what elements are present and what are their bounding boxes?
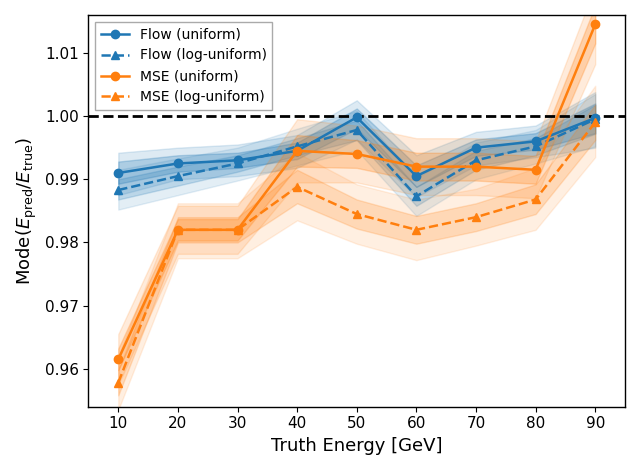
MSE (log-uniform) xyxy=(293,184,301,190)
Flow (uniform) xyxy=(532,139,540,144)
MSE (log-uniform) xyxy=(174,227,182,233)
MSE (log-uniform) xyxy=(591,119,599,125)
MSE (log-uniform) xyxy=(532,196,540,202)
MSE (log-uniform) xyxy=(413,227,420,233)
MSE (uniform) xyxy=(234,227,241,233)
Line: MSE (uniform): MSE (uniform) xyxy=(114,20,599,363)
Flow (log-uniform) xyxy=(174,173,182,179)
Flow (uniform) xyxy=(234,157,241,163)
Flow (uniform) xyxy=(353,115,360,120)
X-axis label: Truth Energy [GeV]: Truth Energy [GeV] xyxy=(271,437,442,455)
MSE (uniform) xyxy=(293,148,301,154)
Y-axis label: Mode($E_\mathrm{pred}/E_\mathrm{true}$): Mode($E_\mathrm{pred}/E_\mathrm{true}$) xyxy=(15,137,39,285)
Line: Flow (log-uniform): Flow (log-uniform) xyxy=(114,115,599,201)
Line: MSE (log-uniform): MSE (log-uniform) xyxy=(114,118,599,387)
Legend: Flow (uniform), Flow (log-uniform), MSE (uniform), MSE (log-uniform): Flow (uniform), Flow (log-uniform), MSE … xyxy=(95,22,273,110)
Flow (uniform) xyxy=(115,170,122,176)
MSE (log-uniform) xyxy=(472,214,480,220)
Flow (log-uniform) xyxy=(234,161,241,166)
Flow (log-uniform) xyxy=(293,144,301,149)
MSE (uniform) xyxy=(532,167,540,172)
Flow (log-uniform) xyxy=(591,117,599,122)
MSE (uniform) xyxy=(472,164,480,170)
Flow (log-uniform) xyxy=(472,157,480,163)
MSE (log-uniform) xyxy=(353,211,360,217)
MSE (uniform) xyxy=(174,227,182,233)
Flow (uniform) xyxy=(413,173,420,179)
Flow (log-uniform) xyxy=(413,194,420,199)
Flow (uniform) xyxy=(472,145,480,150)
MSE (uniform) xyxy=(115,357,122,362)
MSE (log-uniform) xyxy=(115,380,122,385)
Flow (uniform) xyxy=(591,115,599,121)
Flow (log-uniform) xyxy=(115,187,122,193)
MSE (uniform) xyxy=(413,164,420,170)
Flow (uniform) xyxy=(293,148,301,154)
Flow (log-uniform) xyxy=(353,127,360,133)
MSE (uniform) xyxy=(353,151,360,157)
Flow (uniform) xyxy=(174,161,182,166)
MSE (log-uniform) xyxy=(234,227,241,233)
MSE (uniform) xyxy=(591,22,599,27)
Flow (log-uniform) xyxy=(532,144,540,149)
Line: Flow (uniform): Flow (uniform) xyxy=(114,113,599,180)
